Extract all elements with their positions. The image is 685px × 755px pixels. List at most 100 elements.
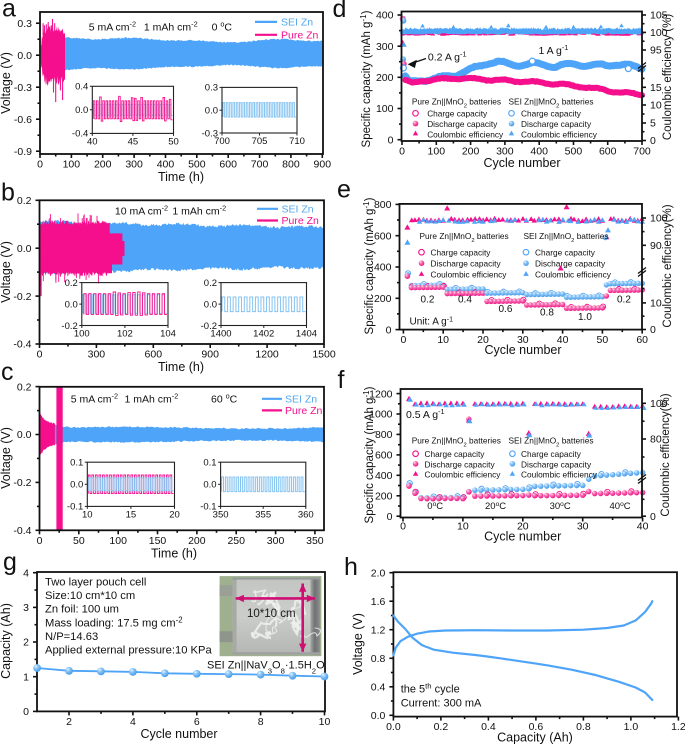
svg-text:0.0: 0.0 <box>205 106 218 117</box>
svg-text:10: 10 <box>437 334 449 346</box>
svg-text:Pure Zn: Pure Zn <box>281 29 319 41</box>
svg-text:900: 900 <box>314 159 332 171</box>
svg-text:Voltage (V): Voltage (V) <box>0 427 13 489</box>
svg-text:10: 10 <box>82 509 93 520</box>
svg-text:f: f <box>338 366 345 394</box>
svg-text:50: 50 <box>597 334 609 346</box>
svg-text:1404: 1404 <box>296 329 317 340</box>
svg-text:705: 705 <box>252 136 268 147</box>
svg-text:400: 400 <box>530 146 548 158</box>
svg-text:150: 150 <box>149 535 167 547</box>
svg-text:Discharge capacity: Discharge capacity <box>521 119 592 129</box>
svg-text:0.2: 0.2 <box>204 278 217 289</box>
svg-text:0.2: 0.2 <box>421 295 435 306</box>
svg-text:300: 300 <box>125 159 143 171</box>
svg-text:0: 0 <box>650 135 656 147</box>
svg-text:-0.4: -0.4 <box>13 525 31 537</box>
svg-text:Pure Zn: Pure Zn <box>282 215 320 227</box>
svg-text:2: 2 <box>66 716 72 728</box>
svg-text:0: 0 <box>650 324 656 336</box>
svg-text:400: 400 <box>157 159 175 171</box>
svg-text:20: 20 <box>169 509 180 520</box>
svg-text:Unit: A g-1: Unit: A g-1 <box>410 316 454 328</box>
svg-text:800: 800 <box>282 159 300 171</box>
svg-text:1 A g-1: 1 A g-1 <box>539 43 569 58</box>
svg-text:0: 0 <box>23 706 29 718</box>
svg-text:10: 10 <box>457 521 469 533</box>
svg-text:600: 600 <box>374 230 392 242</box>
svg-text:-0.1: -0.1 <box>200 502 216 513</box>
svg-text:0: 0 <box>386 324 392 336</box>
svg-text:20: 20 <box>477 334 489 346</box>
svg-text:Discharge capacity: Discharge capacity <box>521 459 592 469</box>
svg-text:350: 350 <box>306 535 324 547</box>
svg-text:1 mAh cm-2: 1 mAh cm-2 <box>125 391 179 406</box>
svg-text:Coulombic efficiency: Coulombic efficiency <box>427 129 504 139</box>
svg-text:1.2: 1.2 <box>371 624 386 636</box>
svg-text:SEI Zn||MnO2 batteries: SEI Zn||MnO2 batteries <box>509 436 594 449</box>
svg-text:Pure Zn||MnO2 batteries: Pure Zn||MnO2 batteries <box>412 96 501 109</box>
svg-text:300: 300 <box>88 349 106 361</box>
svg-text:-0.9: -0.9 <box>14 146 32 158</box>
svg-text:20oC: 20oC <box>485 501 506 513</box>
svg-text:95: 95 <box>650 45 662 57</box>
svg-text:Charge capacity: Charge capacity <box>425 449 486 459</box>
svg-text:5 mA cm-2: 5 mA cm-2 <box>89 19 136 34</box>
svg-text:-0.4: -0.4 <box>13 339 31 351</box>
svg-text:4: 4 <box>23 567 29 579</box>
svg-text:Two layer pouch cell: Two layer pouch cell <box>45 577 146 589</box>
svg-text:Coulombic efficiency: Coulombic efficiency <box>425 469 502 479</box>
svg-text:1: 1 <box>23 671 29 683</box>
svg-text:400: 400 <box>374 262 392 274</box>
svg-text:0.4: 0.4 <box>371 681 386 693</box>
svg-text:-0.3: -0.3 <box>14 82 32 94</box>
svg-text:0.2: 0.2 <box>434 721 449 733</box>
svg-text:100: 100 <box>650 213 668 225</box>
svg-text:Pure Zn: Pure Zn <box>285 405 323 417</box>
svg-text:200: 200 <box>462 146 480 158</box>
svg-text:0.8: 0.8 <box>371 653 386 665</box>
svg-text:600: 600 <box>599 146 617 158</box>
svg-text:Discharge capacity: Discharge capacity <box>535 259 606 269</box>
svg-text:a: a <box>2 0 16 23</box>
svg-text:200: 200 <box>188 535 206 547</box>
svg-text:0.4: 0.4 <box>481 721 496 733</box>
svg-text:360: 360 <box>298 509 314 520</box>
svg-text:Voltage (V): Voltage (V) <box>0 52 13 114</box>
svg-text:40: 40 <box>637 521 649 533</box>
svg-text:0: 0 <box>400 334 406 346</box>
svg-text:80: 80 <box>650 434 662 446</box>
svg-text:100: 100 <box>74 329 90 340</box>
svg-text:90: 90 <box>650 240 662 252</box>
svg-text:0.3: 0.3 <box>205 83 218 94</box>
svg-text:0.0: 0.0 <box>203 480 216 491</box>
svg-text:6: 6 <box>194 716 200 728</box>
svg-text:Pure Zn||MnO2 batteries: Pure Zn||MnO2 batteries <box>412 436 501 449</box>
svg-text:Applied external pressure:10 K: Applied external pressure:10 KPa <box>45 645 212 657</box>
svg-text:400: 400 <box>375 470 393 482</box>
svg-text:h: h <box>344 553 358 581</box>
svg-text:Voltage (V): Voltage (V) <box>351 613 365 675</box>
svg-text:350: 350 <box>213 509 229 520</box>
svg-text:105: 105 <box>650 10 668 22</box>
svg-text:Time (h): Time (h) <box>151 546 197 560</box>
svg-text:Specific capacity (mAh g-1): Specific capacity (mAh g-1) <box>362 386 377 523</box>
svg-text:the 5th cycle: the 5th cycle <box>401 681 460 696</box>
svg-text:0.4: 0.4 <box>75 82 88 93</box>
svg-text:b: b <box>1 179 15 207</box>
svg-text:100: 100 <box>63 159 81 171</box>
svg-text:Discharge capacity: Discharge capacity <box>425 459 496 469</box>
svg-text:Coulombic efficiency: Coulombic efficiency <box>521 129 598 139</box>
svg-text:SEI Zn: SEI Zn <box>281 16 313 28</box>
svg-text:45: 45 <box>128 136 139 147</box>
svg-text:1402: 1402 <box>253 329 274 340</box>
svg-text:0.8: 0.8 <box>576 721 591 733</box>
svg-text:Mass loading: 17.5 mg cm-2: Mass loading: 17.5 mg cm-2 <box>45 615 183 630</box>
svg-text:100: 100 <box>650 398 668 410</box>
svg-text:Pure Zn||MnO2 batteries: Pure Zn||MnO2 batteries <box>420 231 509 244</box>
svg-text:500: 500 <box>188 159 206 171</box>
svg-text:800: 800 <box>374 199 392 211</box>
svg-text:0.2: 0.2 <box>17 381 32 393</box>
svg-text:0.0: 0.0 <box>70 480 83 491</box>
svg-text:0.2: 0.2 <box>65 278 78 289</box>
